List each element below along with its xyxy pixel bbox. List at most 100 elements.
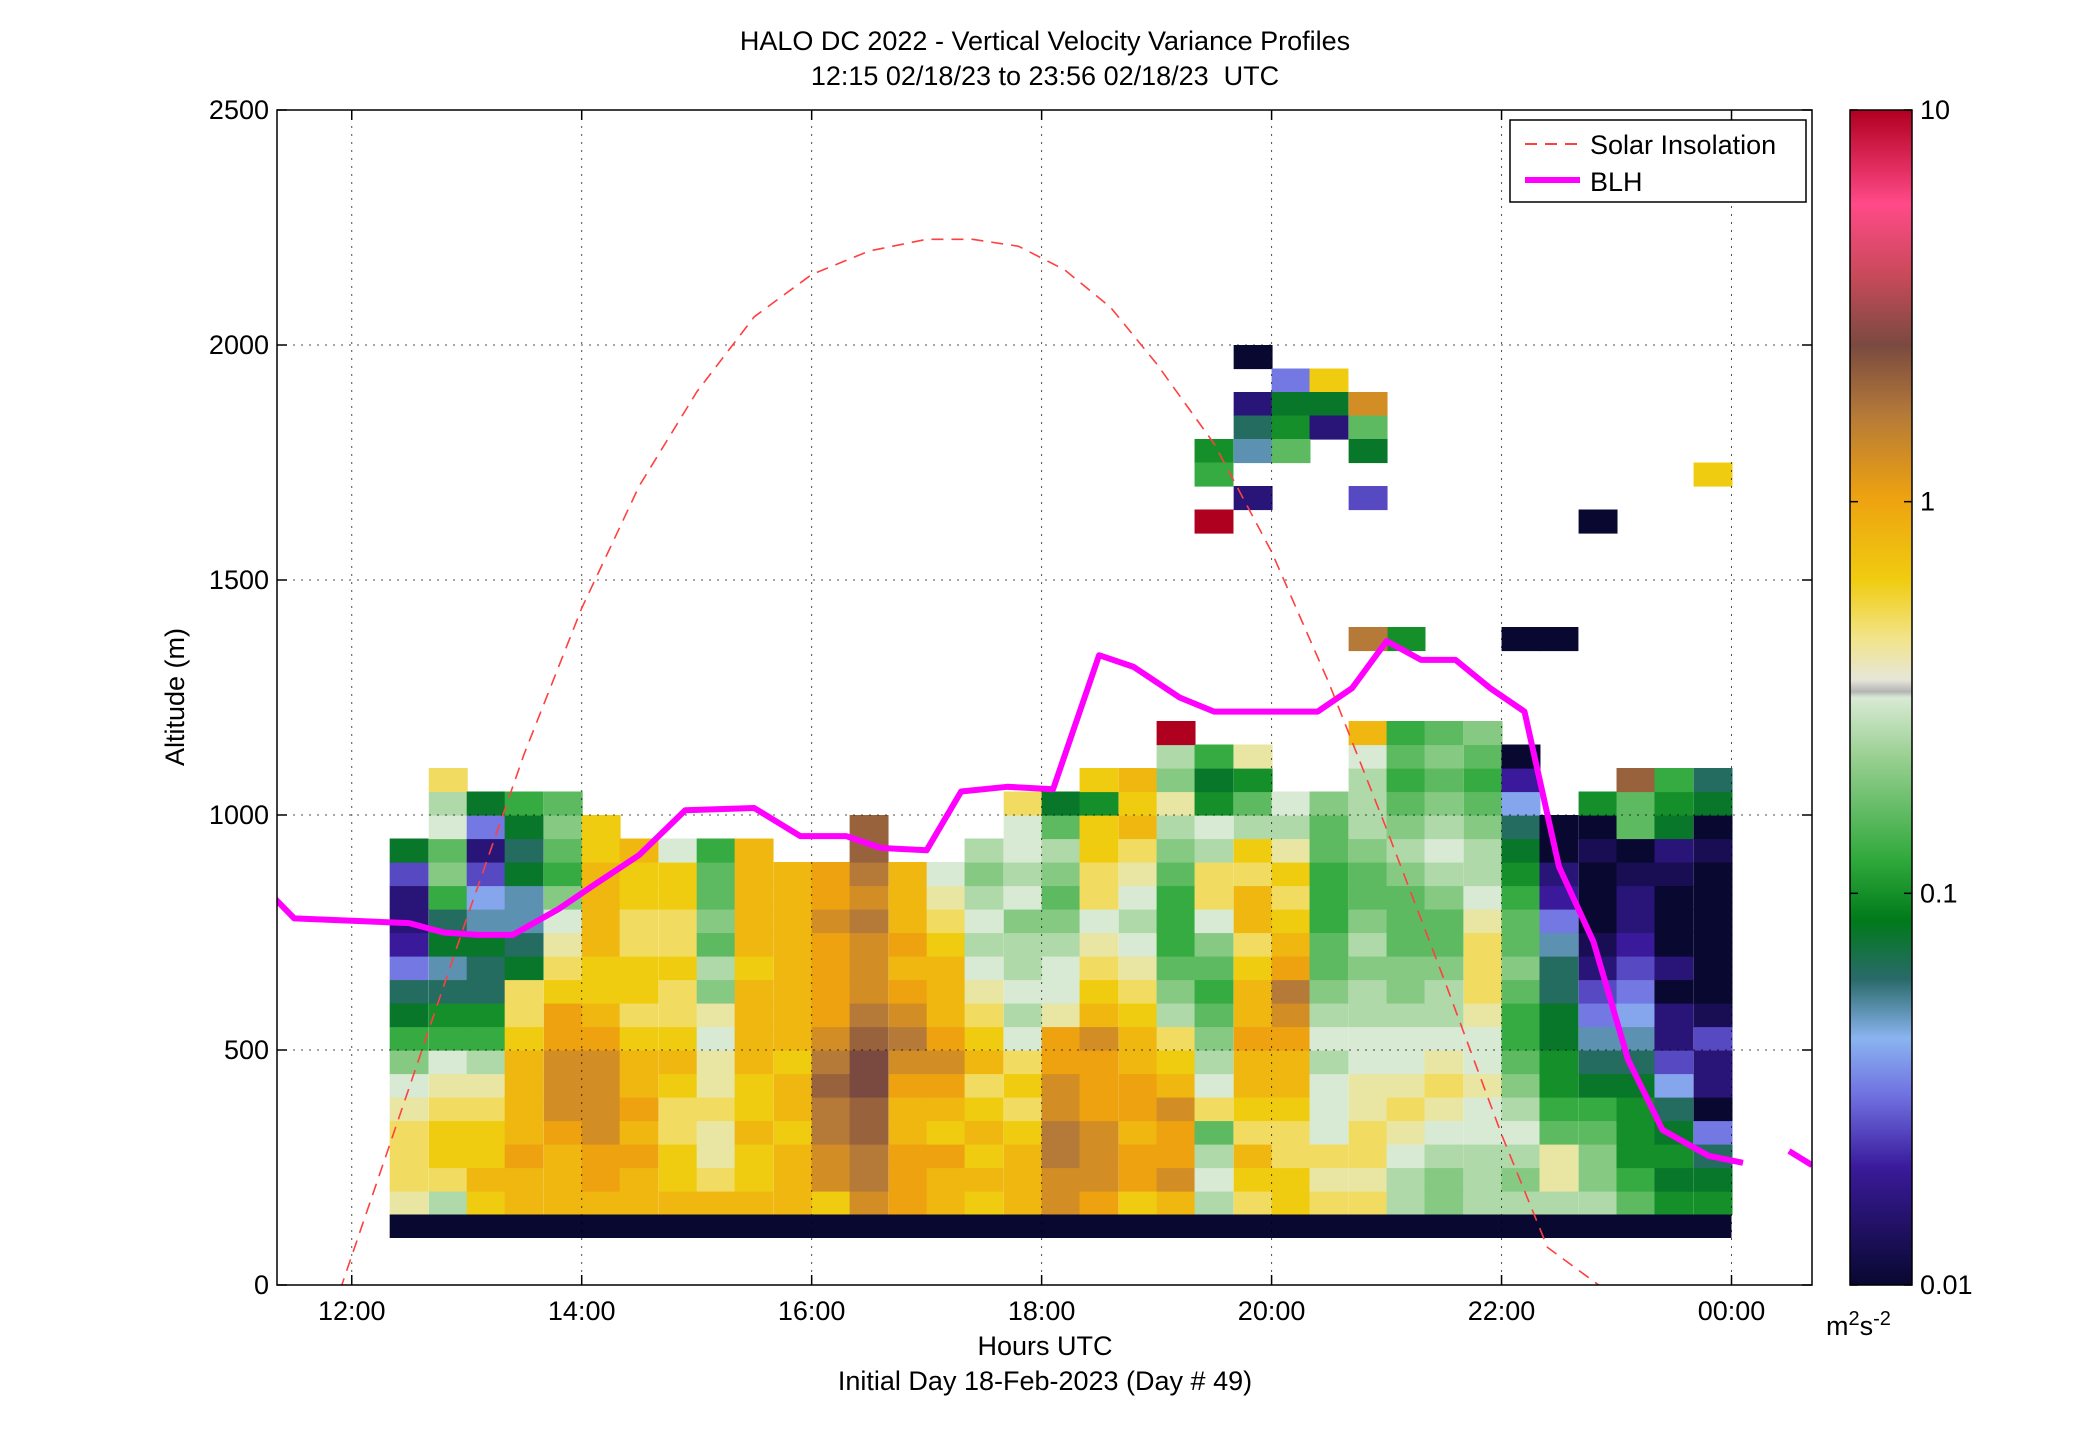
heatmap-cell <box>696 1167 736 1192</box>
heatmap-cell <box>1463 1026 1503 1051</box>
heatmap <box>389 345 1733 1238</box>
heatmap-cell <box>1079 932 1119 957</box>
heatmap-cell <box>1079 1050 1119 1075</box>
colorbar-tick-label: 0.1 <box>1920 878 1958 908</box>
heatmap-cell <box>1539 1050 1579 1075</box>
heatmap-cell <box>1501 768 1541 793</box>
heatmap-cell <box>811 1073 851 1098</box>
heatmap-cell <box>1309 368 1349 393</box>
heatmap-cell <box>1463 909 1503 934</box>
heatmap-cell <box>619 932 659 957</box>
heatmap-cell <box>466 1191 506 1216</box>
heatmap-cell <box>1041 1050 1081 1075</box>
heatmap-cell <box>658 1050 698 1075</box>
heatmap-cell <box>926 1073 966 1098</box>
heatmap-cell <box>619 1120 659 1145</box>
heatmap-cell <box>1194 885 1234 910</box>
heatmap-cell <box>1578 838 1618 863</box>
heatmap-cell <box>658 885 698 910</box>
heatmap-cell <box>1463 956 1503 981</box>
heatmap-cell <box>1079 1026 1119 1051</box>
heatmap-cell <box>1309 791 1349 816</box>
heatmap-cell <box>964 885 1004 910</box>
heatmap-cell <box>1348 815 1388 840</box>
heatmap-cell <box>1463 721 1503 746</box>
heatmap-cell <box>734 956 774 981</box>
heatmap-cell <box>964 1167 1004 1192</box>
heatmap-cell <box>1424 791 1464 816</box>
colorbar-units: m2s-2 <box>1826 1308 1891 1341</box>
heatmap-cell <box>1424 909 1464 934</box>
colorbar-ticks: 0.01 0.1 1 10 <box>1850 95 1973 1300</box>
heatmap-cell <box>543 1144 583 1169</box>
heatmap-cell <box>1424 815 1464 840</box>
heatmap-cell <box>1501 1144 1541 1169</box>
heatmap-cell <box>1386 885 1426 910</box>
heatmap-cell <box>773 979 813 1004</box>
heatmap-cell <box>504 1026 544 1051</box>
heatmap-cell <box>1309 1167 1349 1192</box>
heatmap-cell <box>389 885 429 910</box>
heatmap-cell <box>926 885 966 910</box>
heatmap-cell <box>1463 885 1503 910</box>
heatmap-cell <box>504 885 544 910</box>
heatmap-cell <box>1041 862 1081 887</box>
heatmap-cell <box>1309 838 1349 863</box>
heatmap-cell <box>1271 1073 1311 1098</box>
heatmap-cell <box>428 1144 468 1169</box>
heatmap-cell <box>964 1026 1004 1051</box>
heatmap-cell <box>1233 956 1273 981</box>
heatmap-cell <box>389 1191 429 1216</box>
heatmap-cell <box>888 1003 928 1028</box>
heatmap-cell <box>1386 1073 1426 1098</box>
heatmap-cell <box>619 1026 659 1051</box>
heatmap-cell <box>543 1073 583 1098</box>
heatmap-cell <box>1616 838 1656 863</box>
heatmap-cell <box>581 1191 621 1216</box>
heatmap-cell <box>658 1120 698 1145</box>
heatmap-cell <box>1616 885 1656 910</box>
heatmap-cell <box>849 1144 889 1169</box>
heatmap-cell <box>1271 815 1311 840</box>
heatmap-cell <box>696 1050 736 1075</box>
heatmap-cell <box>658 1026 698 1051</box>
heatmap-cell <box>1616 768 1656 793</box>
heatmap-cell <box>1309 1050 1349 1075</box>
heatmap-cell <box>389 1003 429 1028</box>
heatmap-cell <box>811 1191 851 1216</box>
heatmap-cell <box>734 1073 774 1098</box>
legend-solar-label: Solar Insolation <box>1590 130 1776 160</box>
heatmap-cell <box>1271 885 1311 910</box>
heatmap-cell <box>1386 815 1426 840</box>
heatmap-cell <box>1424 1191 1464 1216</box>
heatmap-cell <box>1539 1026 1579 1051</box>
heatmap-cell <box>1271 1097 1311 1122</box>
heatmap-cell <box>389 1144 429 1169</box>
heatmap-cell <box>1693 1073 1733 1098</box>
heatmap-cell <box>1156 1073 1196 1098</box>
heatmap-cell <box>1539 932 1579 957</box>
heatmap-cell <box>1654 862 1694 887</box>
heatmap-cell <box>1271 862 1311 887</box>
heatmap-cell <box>619 1003 659 1028</box>
heatmap-cell <box>926 1003 966 1028</box>
heatmap-cell <box>581 1073 621 1098</box>
heatmap-cell <box>1156 979 1196 1004</box>
heatmap-cell <box>1654 1144 1694 1169</box>
heatmap-cell <box>389 1026 429 1051</box>
heatmap-cell <box>1578 815 1618 840</box>
heatmap-cell <box>696 1120 736 1145</box>
heatmap-cell <box>1501 862 1541 887</box>
heatmap-cell <box>1386 932 1426 957</box>
heatmap-cell <box>1079 791 1119 816</box>
heatmap-cell <box>1233 1167 1273 1192</box>
heatmap-cell <box>389 932 429 957</box>
heatmap-cell <box>1156 744 1196 769</box>
heatmap-cell <box>1233 415 1273 440</box>
heatmap-cell <box>964 862 1004 887</box>
heatmap-cell <box>1233 1026 1273 1051</box>
heatmap-cell <box>1118 838 1158 863</box>
heatmap-cell <box>543 1050 583 1075</box>
heatmap-cell <box>1271 368 1311 393</box>
